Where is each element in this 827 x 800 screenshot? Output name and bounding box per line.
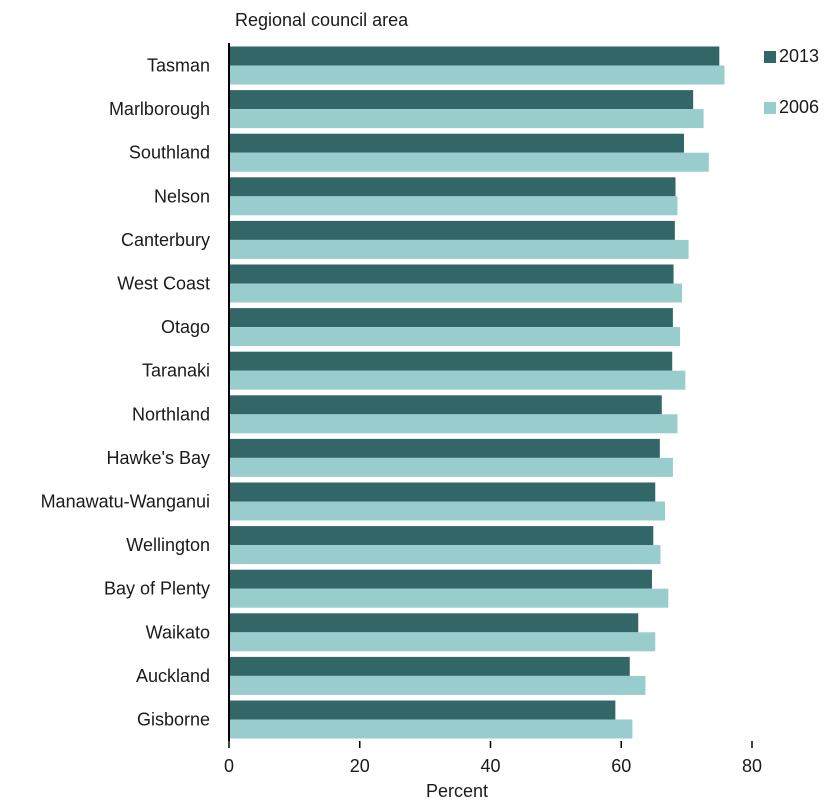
x-tick-label-20: 20 [350, 756, 370, 776]
bar-2006-bay-of-plenty [229, 588, 669, 608]
bar-2013-canterbury [229, 220, 675, 240]
bar-2013-marlborough [229, 90, 694, 110]
bar-2013-taranaki [229, 351, 673, 371]
category-label-marlborough: Marlborough [109, 99, 210, 119]
bar-2006-gisborne [229, 719, 633, 739]
bar-2013-hawke-s-bay [229, 438, 660, 458]
category-label-gisborne: Gisborne [137, 710, 210, 730]
x-tick-label-80: 80 [742, 756, 762, 776]
bar-2006-nelson [229, 196, 678, 216]
bar-2006-waikato [229, 632, 656, 652]
category-label-auckland: Auckland [136, 666, 210, 686]
bar-2013-waikato [229, 613, 639, 633]
bar-2013-southland [229, 133, 685, 153]
bar-2013-nelson [229, 177, 676, 197]
bar-2013-wellington [229, 526, 654, 546]
bar-2006-manawatu-wanganui [229, 501, 666, 521]
bar-2013-bay-of-plenty [229, 569, 652, 589]
category-label-southland: Southland [129, 143, 210, 163]
bar-2013-auckland [229, 656, 630, 676]
legend-label-2006: 2006 [779, 97, 819, 117]
x-tick-label-40: 40 [480, 756, 500, 776]
category-label-waikato: Waikato [146, 622, 210, 642]
bar-2006-canterbury [229, 239, 689, 259]
bar-2013-west-coast [229, 264, 674, 284]
x-tick-label-0: 0 [224, 756, 234, 776]
category-label-west-coast: West Coast [117, 274, 210, 294]
bar-2013-tasman [229, 46, 720, 66]
x-ticks-group: 0 20 40 60 80 [224, 741, 762, 776]
x-axis-title: Percent [426, 781, 488, 800]
category-label-bay-of-plenty: Bay of Plenty [104, 579, 210, 599]
bar-2006-tasman [229, 65, 725, 85]
x-tick-label-60: 60 [611, 756, 631, 776]
bar-2013-northland [229, 395, 662, 415]
bar-2006-wellington [229, 545, 661, 565]
bar-2006-hawke-s-bay [229, 457, 673, 477]
bar-2006-auckland [229, 675, 646, 695]
category-label-wellington: Wellington [126, 535, 210, 555]
bars-group [229, 46, 725, 739]
bar-2006-west-coast [229, 283, 683, 303]
bar-2006-marlborough [229, 109, 704, 129]
category-label-otago: Otago [161, 317, 210, 337]
category-label-canterbury: Canterbury [121, 230, 210, 250]
category-label-northland: Northland [132, 404, 210, 424]
bar-2013-gisborne [229, 700, 616, 720]
bar-2006-northland [229, 414, 678, 434]
bar-2006-taranaki [229, 370, 686, 390]
category-label-taranaki: Taranaki [142, 361, 210, 381]
category-label-nelson: Nelson [154, 186, 210, 206]
legend-swatch-2013 [764, 51, 776, 63]
bar-2013-manawatu-wanganui [229, 482, 656, 502]
y-axis-title: Regional council area [235, 10, 409, 30]
category-label-hawke-s-bay: Hawke's Bay [107, 448, 210, 468]
bar-2006-southland [229, 152, 709, 172]
category-labels: Tasman Marlborough Southland Nelson Canterbu… [41, 56, 210, 730]
category-label-tasman: Tasman [147, 56, 210, 76]
bar-2006-otago [229, 327, 681, 347]
legend-swatch-2006 [764, 102, 776, 114]
legend: 2013 2006 [764, 46, 819, 117]
bar-2013-otago [229, 308, 673, 328]
legend-label-2013: 2013 [779, 46, 819, 66]
category-label-manawatu-wanganui: Manawatu-Wanganui [41, 492, 210, 512]
